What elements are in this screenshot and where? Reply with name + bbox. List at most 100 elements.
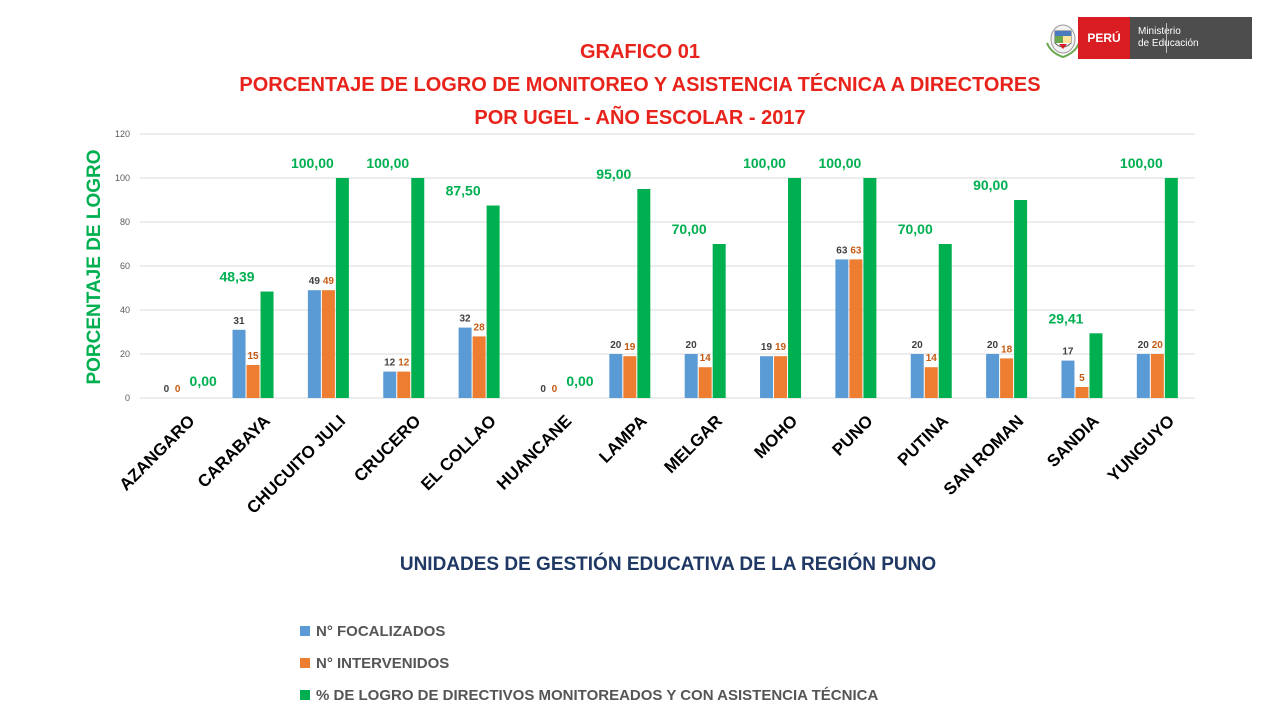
legend-swatch-focalizados bbox=[300, 626, 310, 636]
data-label-logro: 29,41 bbox=[1048, 310, 1083, 326]
data-label-focalizados: 19 bbox=[761, 342, 773, 353]
legend-item-intervenidos: N° INTERVENIDOS bbox=[300, 647, 878, 679]
data-label-logro: 100,00 bbox=[366, 155, 409, 171]
data-label-focalizados: 63 bbox=[836, 245, 848, 256]
data-label-intervenidos: 14 bbox=[700, 353, 712, 364]
data-label-intervenidos: 12 bbox=[398, 358, 410, 369]
y-tick-label: 60 bbox=[120, 261, 130, 271]
legend-item-logro: % DE LOGRO DE DIRECTIVOS MONITOREADOS Y … bbox=[300, 679, 878, 711]
coat-of-arms-icon bbox=[1046, 24, 1080, 59]
x-tick-label: CRUCERO bbox=[350, 411, 424, 485]
bar-logro bbox=[260, 291, 274, 398]
y-tick-label: 80 bbox=[120, 217, 130, 227]
x-tick-label: AZANGARO bbox=[116, 411, 199, 494]
bar-logro bbox=[1014, 200, 1028, 398]
title-line-3: POR UGEL - AÑO ESCOLAR - 2017 bbox=[474, 107, 806, 129]
x-tick-label: MOHO bbox=[751, 411, 802, 462]
x-axis-title: UNIDADES DE GESTIÓN EDUCATIVA DE LA REGI… bbox=[400, 553, 936, 575]
data-label-logro: 70,00 bbox=[898, 221, 933, 237]
bar-intervenidos bbox=[1075, 387, 1089, 398]
bar-focalizados bbox=[835, 259, 849, 398]
data-label-logro: 100,00 bbox=[291, 155, 334, 171]
bar-focalizados bbox=[760, 356, 774, 398]
title-line-1: GRAFICO 01 bbox=[579, 41, 701, 63]
bar-logro bbox=[411, 178, 425, 398]
bar-focalizados bbox=[609, 354, 623, 398]
x-tick-label: LAMPA bbox=[595, 411, 650, 466]
bar-focalizados bbox=[232, 329, 246, 398]
data-label-intervenidos: 20 bbox=[1152, 340, 1164, 351]
bar-intervenidos bbox=[321, 290, 335, 398]
legend-item-focalizados: N° FOCALIZADOS bbox=[300, 615, 878, 647]
bar-logro bbox=[788, 178, 802, 398]
x-tick-label: PUNO bbox=[829, 411, 877, 459]
y-tick-label: 20 bbox=[120, 349, 130, 359]
bar-intervenidos bbox=[849, 259, 863, 398]
data-label-focalizados: 20 bbox=[987, 340, 999, 351]
data-label-focalizados: 49 bbox=[309, 276, 321, 287]
data-label-intervenidos: 15 bbox=[247, 351, 259, 362]
data-label-logro: 87,50 bbox=[446, 183, 481, 199]
x-tick-label: CARABAYA bbox=[194, 411, 274, 491]
data-label-focalizados: 12 bbox=[384, 358, 396, 369]
legend-swatch-intervenidos bbox=[300, 658, 310, 668]
x-tick-label: SANDIA bbox=[1043, 411, 1103, 471]
chart-legend: N° FOCALIZADOS N° INTERVENIDOS % DE LOGR… bbox=[300, 615, 878, 711]
data-label-logro: 100,00 bbox=[743, 155, 786, 171]
y-tick-label: 120 bbox=[115, 129, 130, 139]
bar-intervenidos bbox=[1150, 354, 1164, 398]
data-label-focalizados: 32 bbox=[459, 314, 471, 325]
bar-intervenidos bbox=[623, 356, 637, 398]
bar-intervenidos bbox=[698, 367, 712, 398]
data-label-focalizados: 20 bbox=[912, 340, 924, 351]
bar-intervenidos bbox=[397, 371, 411, 398]
ministry-line-2: de Educación bbox=[1138, 38, 1199, 49]
bar-focalizados bbox=[1061, 360, 1075, 398]
x-tick-label: SAN ROMAN bbox=[940, 411, 1028, 499]
data-label-intervenidos: 14 bbox=[926, 353, 938, 364]
y-tick-label: 40 bbox=[120, 305, 130, 315]
data-label-focalizados: 20 bbox=[610, 340, 622, 351]
x-tick-label: MELGAR bbox=[660, 411, 726, 477]
x-tick-label: PUTINA bbox=[894, 411, 952, 469]
bar-logro bbox=[712, 244, 726, 398]
ministry-line-1: Ministerio bbox=[1138, 26, 1181, 37]
bar-focalizados bbox=[458, 327, 472, 398]
bar-focalizados bbox=[910, 354, 924, 398]
data-label-focalizados: 31 bbox=[233, 316, 245, 327]
data-label-intervenidos: 5 bbox=[1079, 373, 1085, 384]
ministry-name: Ministerio de Educación bbox=[1130, 17, 1252, 59]
bar-logro bbox=[1164, 178, 1178, 398]
x-tick-label: HUANCANE bbox=[493, 411, 575, 493]
data-label-logro: 0,00 bbox=[190, 373, 217, 389]
data-label-intervenidos: 28 bbox=[474, 322, 486, 333]
y-axis-title: PORCENTAJE DE LOGRO bbox=[84, 149, 105, 384]
data-label-focalizados: 20 bbox=[1138, 340, 1150, 351]
bar-logro bbox=[863, 178, 877, 398]
data-label-intervenidos: 19 bbox=[624, 342, 636, 353]
bar-intervenidos bbox=[472, 336, 486, 398]
legend-swatch-logro bbox=[300, 690, 310, 700]
bar-logro bbox=[486, 205, 500, 398]
data-label-logro: 90,00 bbox=[973, 177, 1008, 193]
legend-label-logro: % DE LOGRO DE DIRECTIVOS MONITOREADOS Y … bbox=[316, 686, 879, 704]
data-label-focalizados: 0 bbox=[164, 384, 170, 395]
data-label-logro: 0,00 bbox=[566, 373, 593, 389]
bar-logro bbox=[637, 189, 651, 398]
data-label-intervenidos: 0 bbox=[552, 384, 558, 395]
y-tick-label: 0 bbox=[125, 393, 130, 403]
data-label-logro: 100,00 bbox=[818, 155, 861, 171]
bar-focalizados bbox=[307, 290, 321, 398]
chart-title: GRAFICO 01 PORCENTAJE DE LOGRO DE MONITO… bbox=[160, 36, 1120, 135]
legend-label-intervenidos: N° INTERVENIDOS bbox=[316, 654, 450, 672]
title-line-2: PORCENTAJE DE LOGRO DE MONITOREO Y ASIST… bbox=[239, 74, 1041, 96]
data-label-logro: 95,00 bbox=[596, 166, 631, 182]
bar-intervenidos bbox=[1000, 358, 1014, 398]
data-label-intervenidos: 63 bbox=[850, 245, 862, 256]
ministry-logo: PERÚ Ministerio de Educación bbox=[1042, 17, 1252, 61]
bar-intervenidos bbox=[774, 356, 788, 398]
bar-focalizados bbox=[383, 371, 397, 398]
bar-intervenidos bbox=[924, 367, 938, 398]
data-label-focalizados: 17 bbox=[1062, 347, 1074, 358]
